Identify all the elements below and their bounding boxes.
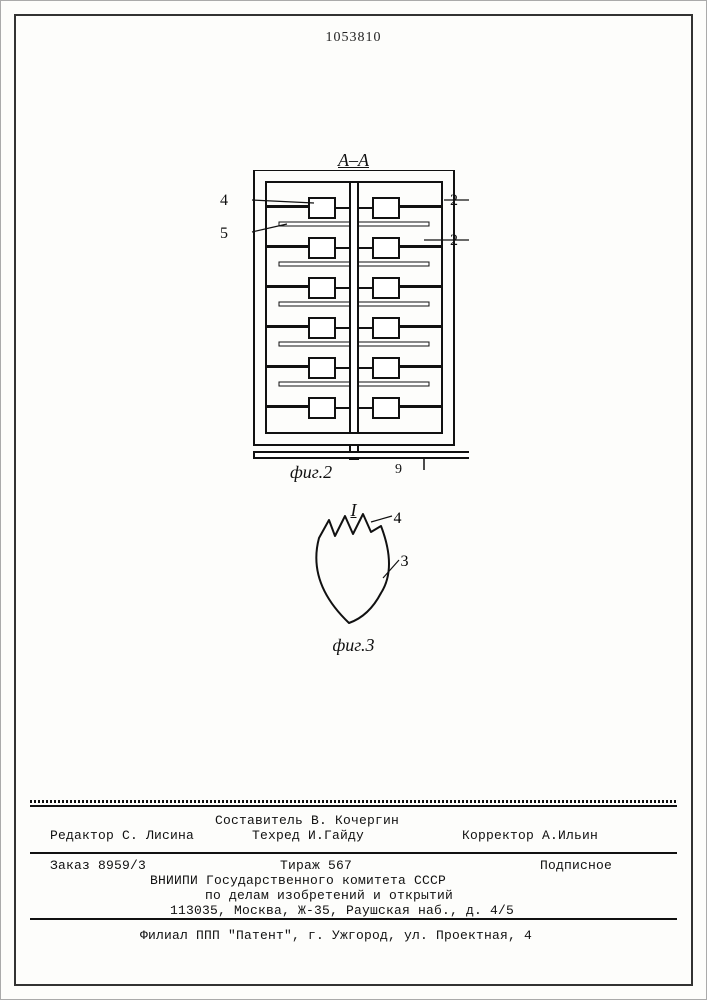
divider-3 <box>30 918 677 920</box>
fig2-label-4: 4 <box>220 192 228 210</box>
address-line: 113035, Москва, Ж-35, Раушская наб., д. … <box>170 903 514 915</box>
committee-line-2: по делам изобретений и открытий <box>205 888 453 903</box>
figure-2-drawing <box>239 170 469 470</box>
divider-2 <box>30 852 677 854</box>
order-number: Заказ 8959/3 <box>50 858 146 873</box>
figure-3: 4 3 <box>289 498 419 633</box>
figure-3-caption: фиг.3 <box>332 635 374 656</box>
figure-2 <box>239 170 469 470</box>
fig2-label-2-lower: 2 <box>450 232 458 250</box>
branch-line: Филиал ППП "Патент", г. Ужгород, ул. Про… <box>140 928 532 943</box>
patent-page: 1053810 А–А 4 5 2 2 фиг.2 9 I 4 3 фиг.3 … <box>0 0 707 1000</box>
fig2-label-2-upper: 2 <box>450 192 458 210</box>
subscription: Подписное <box>540 858 612 873</box>
committee-line-1: ВНИИПИ Государственного комитета СССР <box>150 873 446 888</box>
document-number: 1053810 <box>326 30 382 46</box>
editor-line: Редактор С. Лисина <box>50 828 194 843</box>
print-run: Тираж 567 <box>280 858 352 873</box>
corrector-line: Корректор А.Ильин <box>462 828 598 843</box>
figure-2-after-label: 9 <box>395 462 402 478</box>
fig2-label-5: 5 <box>220 225 228 243</box>
compiler-line: Составитель В. Кочергин <box>215 813 399 828</box>
fig3-label-3: 3 <box>401 553 409 571</box>
techred-line: Техред И.Гайду <box>252 828 364 843</box>
section-label: А–А <box>338 150 369 171</box>
divider-dashed <box>30 800 677 803</box>
divider-1 <box>30 805 677 807</box>
fig3-label-4: 4 <box>394 510 402 528</box>
figure-2-caption: фиг.2 <box>290 462 332 483</box>
